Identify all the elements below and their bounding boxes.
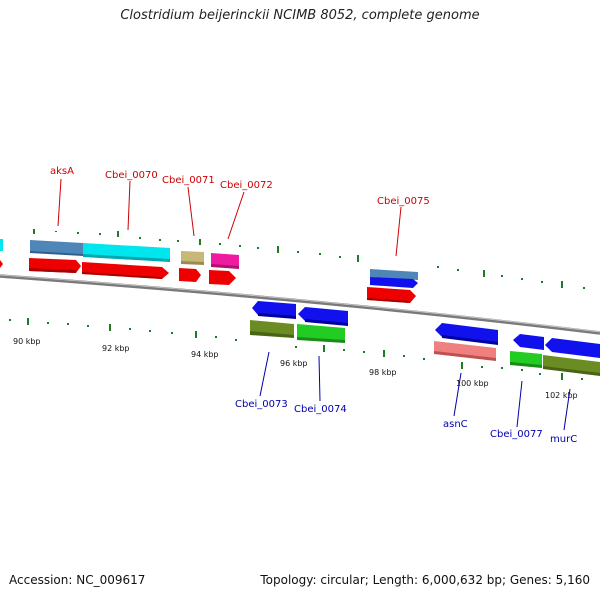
bottom-labels: Cbei_0073 Cbei_0074 asnC Cbei_0077 murC: [235, 399, 577, 445]
scale-label: 98 kbp: [369, 368, 397, 377]
gene-feature: [181, 251, 204, 264]
gene-feature: [545, 338, 600, 358]
gene-feature: [0, 239, 3, 251]
gene-label: Cbei_0074: [294, 404, 347, 415]
gene-feature: [209, 270, 236, 285]
gene-feature: [82, 272, 162, 279]
gene-feature: [513, 334, 544, 350]
gene-feature: [543, 355, 600, 375]
gene-feature: [370, 277, 418, 288]
top-label-leaders: [57, 178, 402, 257]
gene-feature: [370, 269, 418, 280]
gene-feature: [258, 313, 296, 319]
genome-backbone: [0, 274, 600, 335]
gene-label: Cbei_0070: [105, 170, 158, 181]
gene-feature: [30, 251, 83, 256]
gene-feature: [83, 254, 170, 262]
scale-label: 94 kbp: [191, 350, 219, 359]
gene-feature: [442, 335, 498, 345]
scale-label: 96 kbp: [280, 359, 308, 368]
gene-label: Cbei_0077: [490, 429, 543, 440]
gene-label: Cbei_0071: [162, 175, 215, 186]
gene-feature: [211, 253, 239, 267]
gene-feature: [0, 260, 3, 268]
top-labels: aksA Cbei_0070 Cbei_0071 Cbei_0072 Cbei_…: [50, 166, 430, 207]
gene-feature: [510, 351, 542, 366]
upper-features[interactable]: [0, 239, 418, 303]
scale-label: 102 kbp: [545, 391, 578, 400]
bottom-label-leaders: [259, 351, 571, 431]
gene-feature: [297, 337, 345, 343]
gene-feature: [181, 261, 204, 265]
scale-label: 92 kbp: [102, 344, 130, 353]
lower-features[interactable]: [250, 301, 600, 376]
map-title: Clostridium beijerinckii NCIMB 8052, com…: [120, 8, 480, 23]
gene-feature: [305, 319, 348, 326]
gene-feature: [29, 268, 76, 273]
gene-feature: [434, 341, 496, 359]
gene-feature: [543, 366, 600, 376]
gene-label: Cbei_0075: [377, 196, 430, 207]
gene-feature: [435, 323, 498, 344]
gene-label: asnC: [443, 419, 468, 430]
gene-feature: [434, 351, 496, 361]
inner-tick-row: [9, 318, 583, 380]
gene-feature: [367, 298, 410, 303]
scale-labels: 90 kbp 92 kbp 94 kbp 96 kbp 98 kbp 100 k…: [13, 337, 578, 400]
gene-feature: [510, 362, 542, 368]
accession-text: Accession: NC_009617: [9, 573, 146, 587]
gene-feature: [211, 264, 239, 269]
gene-label: aksA: [50, 166, 74, 177]
gene-label: Cbei_0072: [220, 180, 273, 191]
gene-label: murC: [550, 434, 577, 445]
gene-feature: [250, 331, 294, 338]
scale-label: 90 kbp: [13, 337, 41, 346]
gene-feature: [297, 324, 345, 341]
outer-tick-row: [33, 229, 585, 289]
topology-text: Topology: circular; Length: 6,000,632 bp…: [260, 573, 590, 587]
gene-label: Cbei_0073: [235, 399, 288, 410]
scale-label: 100 kbp: [456, 379, 489, 388]
gene-feature: [30, 240, 83, 255]
gene-feature: [179, 268, 201, 282]
